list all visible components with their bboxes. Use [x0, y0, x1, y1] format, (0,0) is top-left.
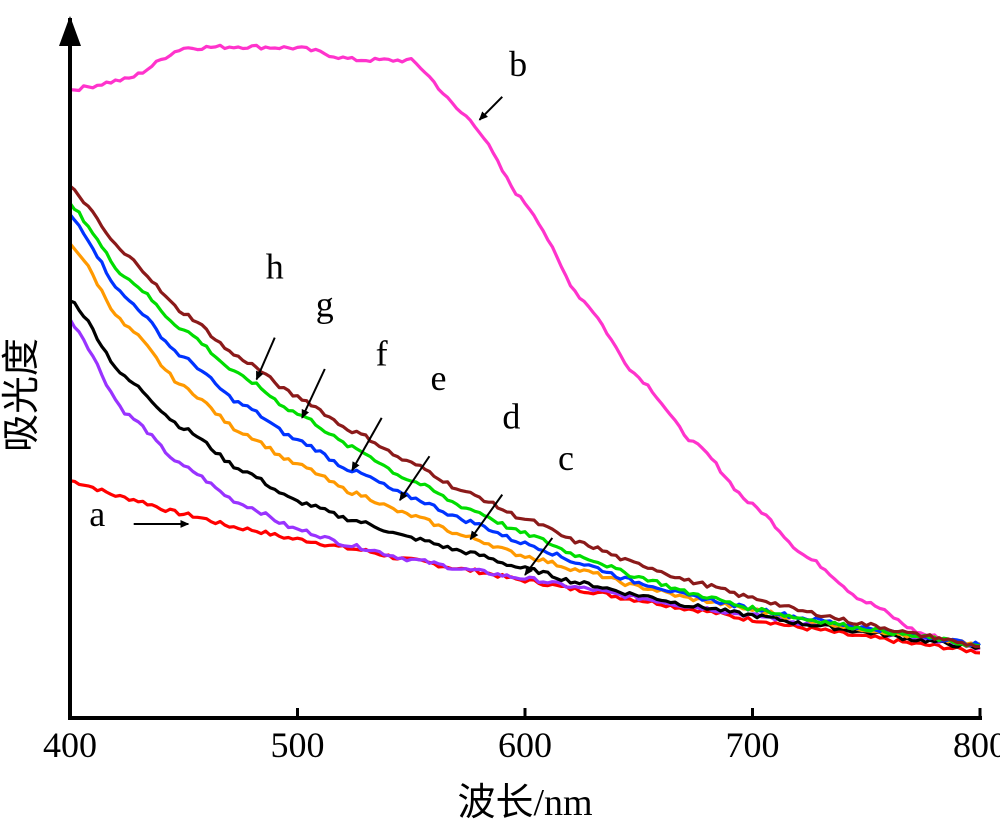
arrow-b	[478, 96, 503, 121]
x-tick-label: 400	[43, 725, 97, 765]
curve-label-b: b	[509, 44, 527, 84]
series-line-b	[69, 43, 981, 651]
curve-label-g: g	[316, 285, 334, 325]
arrow-h	[255, 337, 276, 381]
arrow-e	[399, 455, 431, 502]
series-line-a	[69, 479, 981, 655]
arrow-d	[469, 494, 504, 541]
x-tick-layer: 400 500 600 700 800	[43, 708, 1000, 765]
x-tick-label: 600	[498, 725, 552, 765]
series-line-g	[68, 202, 981, 648]
x-tick-label: 800	[953, 725, 1000, 765]
curve-label-h: h	[266, 246, 284, 286]
curve-label-f: f	[376, 334, 388, 374]
curve-label-e: e	[431, 358, 447, 398]
arrow-f	[351, 417, 383, 472]
curve-label-d: d	[502, 396, 520, 436]
series-layer	[68, 43, 981, 655]
series-line-c	[68, 318, 981, 648]
x-tick-label: 500	[271, 725, 325, 765]
annotation-layer: a b cd e f gh	[89, 44, 574, 576]
arrow-g	[301, 368, 326, 419]
series-line-f	[68, 213, 981, 648]
series-line-h	[68, 184, 981, 649]
arrow-c	[524, 537, 554, 576]
curve-label-a: a	[89, 494, 105, 534]
y-axis-label: 吸光度	[1, 338, 43, 452]
series-line-d	[69, 299, 981, 650]
x-tick-label: 700	[726, 725, 780, 765]
curve-label-c: c	[558, 438, 574, 478]
x-axis-label: 波长/nm	[457, 782, 592, 824]
